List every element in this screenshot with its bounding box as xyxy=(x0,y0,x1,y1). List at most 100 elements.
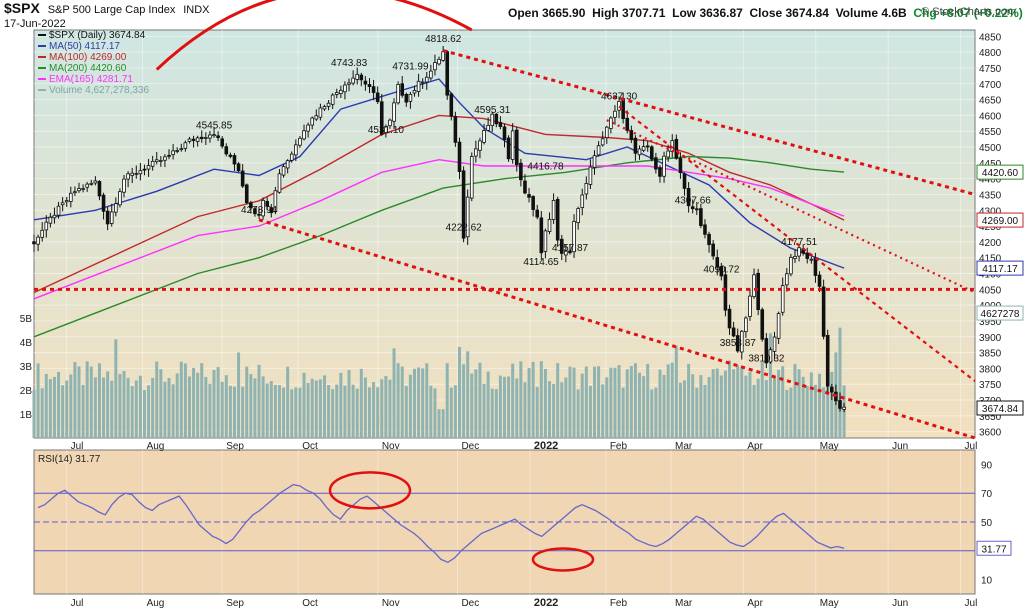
candle-body xyxy=(564,250,568,256)
volume-bar xyxy=(232,386,236,438)
candle-body xyxy=(531,196,535,210)
right-value-label: 4627278 xyxy=(981,309,1020,320)
candle-body xyxy=(232,155,237,165)
volume-bar xyxy=(593,366,597,438)
price-tick-label: 4450 xyxy=(979,159,1002,170)
legend-label: Volume 4,627,278,336 xyxy=(49,85,150,96)
candle-body xyxy=(416,80,421,92)
candle-body xyxy=(490,113,495,126)
price-tick-label: 3600 xyxy=(979,428,1002,439)
volume-bar xyxy=(462,364,466,438)
volume-bar xyxy=(613,367,617,438)
price-tick-label: 3950 xyxy=(979,317,1002,328)
volume-bar xyxy=(449,387,453,438)
price-panel xyxy=(33,29,976,439)
stockcharts-brand: © StockCharts.com xyxy=(921,6,1016,18)
volume-bar xyxy=(147,385,151,438)
candle-body xyxy=(408,93,413,102)
candle-body xyxy=(465,196,470,238)
volume-bar xyxy=(196,372,200,438)
volume-bar xyxy=(347,370,351,438)
right-value-label: 4420.60 xyxy=(982,168,1019,179)
volume-bar xyxy=(208,383,212,438)
candle-body xyxy=(175,150,179,152)
series-ma200 xyxy=(33,155,845,338)
candle-body xyxy=(269,207,274,214)
series-ma50 xyxy=(33,78,845,269)
x-axis-label: Aug xyxy=(147,441,165,452)
volume-bar xyxy=(691,374,695,438)
x-axis-label-bottom: Dec xyxy=(461,598,479,609)
volume-bar xyxy=(687,363,691,438)
volume-bar xyxy=(81,384,85,438)
volume-bar xyxy=(224,375,228,438)
chart-index-name: S&P 500 Large Cap Index xyxy=(47,4,176,16)
candle-body xyxy=(678,157,683,173)
candle-body xyxy=(727,308,732,329)
x-axis-label: Feb xyxy=(610,441,628,452)
x-axis-label: Sep xyxy=(226,441,244,452)
candle-body xyxy=(772,336,777,352)
price-annotation: 4595.31 xyxy=(474,105,511,116)
price-tick-label: 3650 xyxy=(979,412,1002,423)
x-axis-label-bottom: Apr xyxy=(747,598,763,609)
volume-tick-label: 3B xyxy=(20,362,33,373)
volume-bar xyxy=(118,373,122,438)
volume-bar xyxy=(400,366,404,438)
candle-body xyxy=(825,334,830,387)
volume-bar xyxy=(715,368,719,438)
candle-body xyxy=(220,138,225,147)
volume-bar xyxy=(797,369,801,438)
chart-date: 17-Jun-2022 xyxy=(4,18,66,30)
volume-bar xyxy=(678,382,682,438)
candle-body xyxy=(662,155,666,177)
price-annotation: 4531.10 xyxy=(368,125,405,136)
volume-bar xyxy=(699,375,703,438)
volume-bar xyxy=(482,384,486,438)
volume-bar xyxy=(552,383,556,438)
volume-bar xyxy=(723,370,727,438)
x-axis-label-bottom: Jul xyxy=(965,598,978,609)
candle-body xyxy=(109,211,114,224)
volume-bar xyxy=(588,385,592,438)
volume-bar xyxy=(412,368,416,438)
volume-bar xyxy=(474,369,478,438)
volume-bar xyxy=(642,376,646,438)
candle-body xyxy=(576,208,580,224)
candle-body xyxy=(371,86,376,93)
rsi-tick-label: 70 xyxy=(981,489,993,500)
volume-bar xyxy=(286,366,290,438)
volume-bar xyxy=(212,369,216,438)
rsi-value-box xyxy=(976,540,1012,556)
volume-bar xyxy=(302,372,306,438)
candle-body xyxy=(654,157,658,170)
candle-body xyxy=(85,183,89,188)
volume-bar xyxy=(523,382,527,438)
price-tick-label: 4750 xyxy=(979,64,1002,75)
volume-bar xyxy=(126,377,130,438)
volume-bar xyxy=(310,378,314,438)
volume-bar xyxy=(453,385,457,438)
candle-body xyxy=(146,165,151,170)
candle-body xyxy=(502,126,507,140)
candle-body xyxy=(404,93,409,103)
volume-tick-label: 4B xyxy=(20,338,33,349)
price-annotation: 4637.30 xyxy=(601,92,638,103)
price-tick-label: 4250 xyxy=(979,222,1002,233)
ohlc-readout: Open 3665.90 High 3707.71 Low 3636.87 Cl… xyxy=(508,6,1023,20)
volume-bar xyxy=(732,369,736,438)
candle-body xyxy=(535,209,540,218)
candle-body xyxy=(551,200,556,220)
price-tick-label: 4850 xyxy=(979,32,1002,43)
x-axis-label: Jul xyxy=(71,441,84,452)
candle-body xyxy=(314,115,319,120)
candle-body xyxy=(821,286,826,337)
candle-body xyxy=(73,191,77,194)
candle-body xyxy=(60,202,65,206)
candle-body xyxy=(69,192,73,202)
candle-body xyxy=(617,100,621,111)
volume-bar xyxy=(245,366,249,438)
candle-body xyxy=(813,257,818,276)
volume-bar xyxy=(265,383,269,438)
candle-body xyxy=(830,386,834,393)
